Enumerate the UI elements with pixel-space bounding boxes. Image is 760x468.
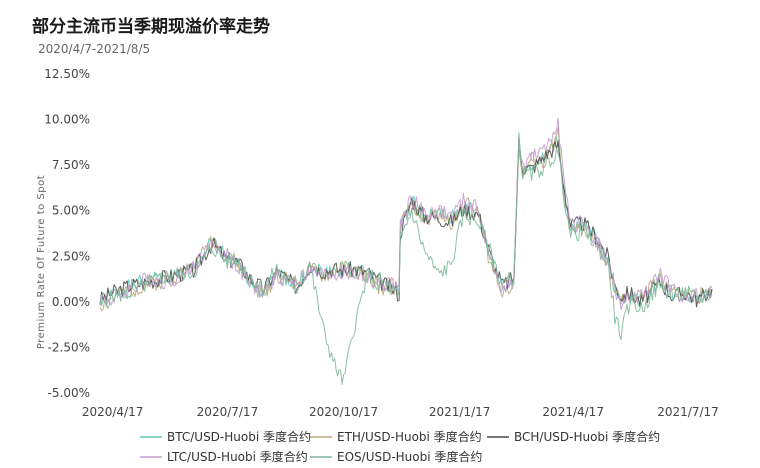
series-line xyxy=(99,126,713,311)
legend-label: BCH/USD-Huobi 季度合约 xyxy=(514,429,660,444)
legend: BTC/USD-Huobi 季度合约 ETH/USD-Huobi 季度合约 BCH/… xyxy=(140,429,660,464)
series-lines xyxy=(99,117,713,385)
y-tick-label: 7.50% xyxy=(52,158,90,172)
chart-subtitle: 2020/4/7-2021/8/5 xyxy=(38,42,151,56)
legend-label: ETH/USD-Huobi 季度合约 xyxy=(337,429,482,444)
y-tick-label: -2.50% xyxy=(48,340,90,354)
legend-label: EOS/USD-Huobi 季度合约 xyxy=(337,449,482,464)
x-tick-label: 2020/10/17 xyxy=(309,405,378,419)
x-tick-label: 2021/4/17 xyxy=(542,405,604,419)
series-line xyxy=(99,117,713,311)
x-tick-label: 2020/4/17 xyxy=(82,405,144,419)
legend-label: BTC/USD-Huobi 季度合约 xyxy=(167,429,311,444)
y-tick-label: 10.00% xyxy=(44,113,90,127)
chart-title: 部分主流币当季期现溢价率走势 xyxy=(32,17,270,37)
series-line xyxy=(99,136,713,308)
series-line xyxy=(99,137,713,308)
y-tick-label: 12.50% xyxy=(44,67,90,81)
y-tick-label: -5.00% xyxy=(48,386,90,400)
x-tick-label: 2021/7/17 xyxy=(657,405,719,419)
series-line xyxy=(99,132,713,385)
y-tick-label: 0.00% xyxy=(52,295,90,309)
x-tick-label: 2021/1/17 xyxy=(429,405,491,419)
y-tick-label: 5.00% xyxy=(52,204,90,218)
legend-label: LTC/USD-Huobi 季度合约 xyxy=(167,449,308,464)
y-axis: 12.50% 10.00% 7.50% 5.00% 2.50% 0.00% -2.50% -5… xyxy=(44,67,90,400)
y-tick-label: 2.50% xyxy=(52,249,90,263)
x-tick-label: 2020/7/17 xyxy=(197,405,259,419)
y-axis-label: Premium Rate Of Future to Spot xyxy=(36,175,47,349)
x-axis: 2020/4/17 2020/7/17 2020/10/17 2021/1/17 202… xyxy=(82,405,719,419)
